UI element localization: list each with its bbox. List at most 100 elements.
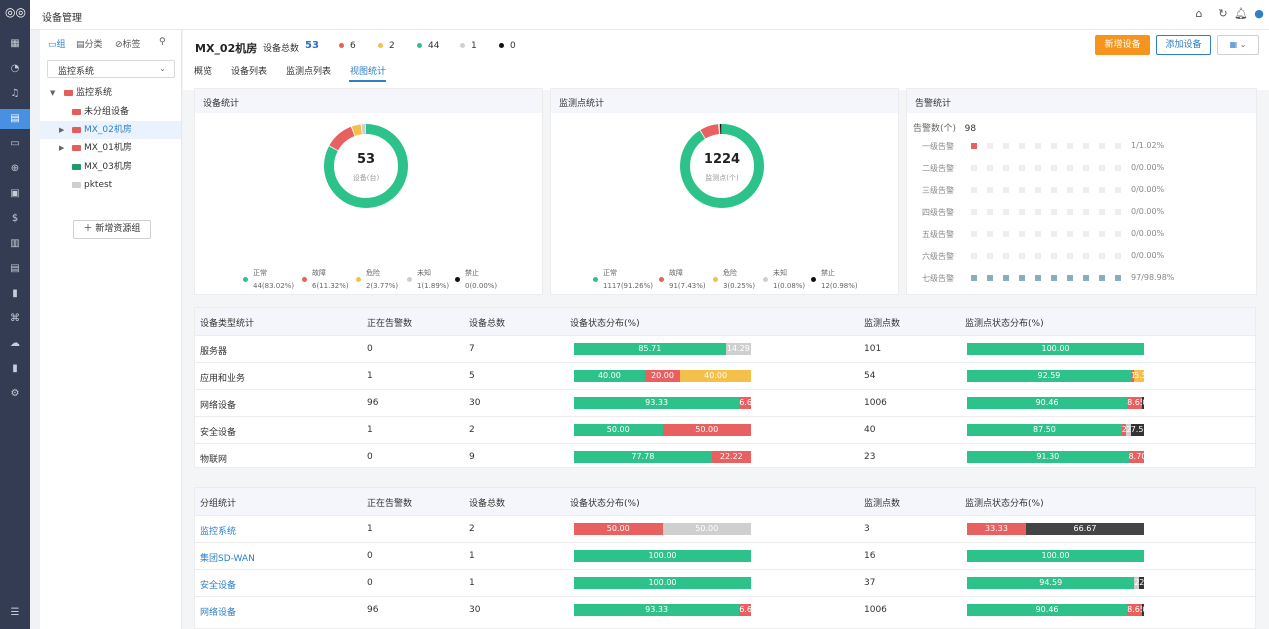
add-group-button[interactable]: ＋ 新增资源组 (73, 220, 151, 239)
legend-dot-icon (407, 277, 412, 282)
status-distribution-bar: 94.592.702.70 (967, 577, 1144, 589)
alarm-level-row: 三级告警 0/0.00% (922, 185, 1165, 195)
tree-node-pktest[interactable]: pktest (40, 176, 181, 194)
table-cell: 1 (367, 371, 373, 381)
table-row: 集团SD-WAN 0 1 16 100.00 100.00 (195, 542, 1255, 569)
globe-icon[interactable]: ⊕ (10, 163, 20, 174)
network-icon[interactable]: ⌘ (10, 313, 20, 324)
legend-dot-icon (302, 277, 307, 282)
table-cell: 2 (469, 425, 475, 435)
bar-chart-icon[interactable]: ▮ (12, 288, 18, 299)
tab-view-stats[interactable]: 视图统计 (350, 67, 387, 77)
group-link[interactable]: 集团SD-WAN (200, 554, 255, 564)
alarm-level-block (1003, 231, 1009, 237)
status-distribution-bar: 33.33 66.67 (967, 523, 1144, 535)
table-cell: 1006 (864, 398, 887, 408)
green-dot-icon (417, 43, 422, 48)
tree-tab-tag[interactable]: ⊘标签 (115, 40, 141, 50)
alarm-level-block (1019, 253, 1025, 259)
alarm-level-block (1019, 143, 1025, 149)
tree-tab-category[interactable]: ▤分类 (76, 40, 103, 50)
bar-segment: 85.71 (574, 343, 726, 355)
alarm-level-block (1051, 165, 1057, 171)
alarm-level-block (971, 253, 977, 259)
table-cell: 1 (367, 524, 373, 534)
alarm-level-block (1003, 165, 1009, 171)
tree-node-ungrouped[interactable]: 未分组设备 (40, 103, 181, 121)
tab-device-list[interactable]: 设备列表 (231, 67, 268, 77)
alarm-level-block (1115, 143, 1121, 149)
doc-icon[interactable]: ▭ (10, 138, 20, 149)
alarm-level-block (1067, 209, 1073, 215)
table-cell: 30 (469, 605, 481, 615)
gear-icon[interactable]: ⚙ (10, 388, 20, 399)
view-switch-button[interactable]: ▦ ⌄ (1217, 35, 1259, 55)
bag-icon[interactable]: ▣ (10, 188, 20, 199)
grid-icon[interactable]: ▦ (10, 38, 20, 49)
legend-dot-icon (243, 277, 248, 282)
home-icon[interactable]: ⌂ (1195, 7, 1203, 20)
refresh-icon[interactable]: ↻ (1218, 7, 1228, 20)
tree-node-mx03[interactable]: MX_03机房 (40, 158, 181, 176)
alarm-level-block (987, 209, 993, 215)
menu-icon[interactable]: ☰ (10, 607, 20, 618)
user-avatar-icon[interactable]: ● (1254, 7, 1264, 20)
chevron-down-icon: ⌄ (159, 64, 166, 73)
table-cell: 96 (367, 398, 379, 408)
tab-point-list[interactable]: 监测点列表 (286, 67, 332, 77)
alarm-level-block (1003, 209, 1009, 215)
table-cell: 0 (367, 578, 373, 588)
group-link[interactable]: 网络设备 (200, 608, 237, 618)
status-distribution-bar: 100.00 (967, 550, 1144, 562)
status-distribution-bar: 90.468.650.89 (967, 604, 1144, 616)
group-link[interactable]: 安全设备 (200, 581, 237, 591)
bell-icon[interactable]: ♫ (10, 88, 20, 99)
panel-title: 告警统计 (907, 89, 1256, 113)
tree-tab-group[interactable]: ▭组 (48, 40, 66, 50)
group-link[interactable]: 监控系统 (200, 527, 237, 537)
top-bar: 设备管理 ⌂ ↻ 🔔︎ ● (30, 0, 1269, 30)
tree-node-mx02[interactable]: ▶ MX_02机房 (40, 121, 181, 139)
alarm-level-block (1099, 165, 1105, 171)
tree-select[interactable]: 监控系统 ⌄ (47, 60, 175, 78)
alarm-level-row: 六级告警 0/0.00% (922, 251, 1165, 261)
alarm-level-block (1051, 275, 1057, 281)
tab-overview[interactable]: 概览 (194, 67, 213, 77)
list-icon[interactable]: ▤ (0, 109, 30, 129)
cloud-icon[interactable]: ☁ (10, 338, 20, 349)
add-device-button[interactable]: 添加设备 (1156, 35, 1211, 55)
folder-icon (72, 164, 81, 170)
report-icon[interactable]: ▤ (10, 263, 20, 274)
alarm-level-block (1067, 275, 1073, 281)
alarm-level-block (1083, 187, 1089, 193)
bell-icon[interactable]: 🔔︎ (1234, 7, 1248, 20)
tree-node-mx01[interactable]: ▶ MX_01机房 (40, 139, 181, 157)
folder-icon (72, 182, 81, 188)
bar-segment: 0.89 (1142, 397, 1144, 409)
bar-segment: 2.70 (1139, 577, 1144, 589)
table-icon[interactable]: ▥ (10, 238, 20, 249)
new-device-button[interactable]: 新增设备 (1095, 35, 1150, 55)
tree-node-root[interactable]: ▼ 监控系统 (40, 84, 181, 102)
alarm-level-block (1051, 187, 1057, 193)
alarm-level-block (1115, 165, 1121, 171)
status-distribution-bar: 85.71 14.29 (574, 343, 751, 355)
alarm-level-block (987, 165, 993, 171)
bar-segment: 6.67 (739, 397, 751, 409)
bar-segment: 93.33 (574, 397, 740, 409)
table-row: 服务器 0 7 101 85.71 14.29 100.00 (195, 335, 1255, 362)
search-icon[interactable]: ⚲ (159, 37, 166, 47)
bar-segment: 7.50 (1130, 424, 1144, 436)
column-header: 设备状态分布(%) (570, 319, 640, 329)
pie-icon[interactable]: ◔ (10, 63, 20, 74)
table-cell: 9 (469, 452, 475, 462)
device-type-table: 设备类型统计 正在告警数 设备总数 设备状态分布(%) 监测点数 监测点状态分布(%) 服… (194, 307, 1256, 468)
stats-icon[interactable]: ▮ (12, 363, 18, 374)
bar-segment: 20.00 (644, 370, 681, 382)
gray-dot-icon (460, 43, 465, 48)
alarm-level-block (1035, 143, 1041, 149)
table-cell: 3 (864, 524, 870, 534)
alarm-level-block (971, 187, 977, 193)
alarm-level-block (1003, 143, 1009, 149)
dollar-icon[interactable]: $ (11, 213, 19, 224)
